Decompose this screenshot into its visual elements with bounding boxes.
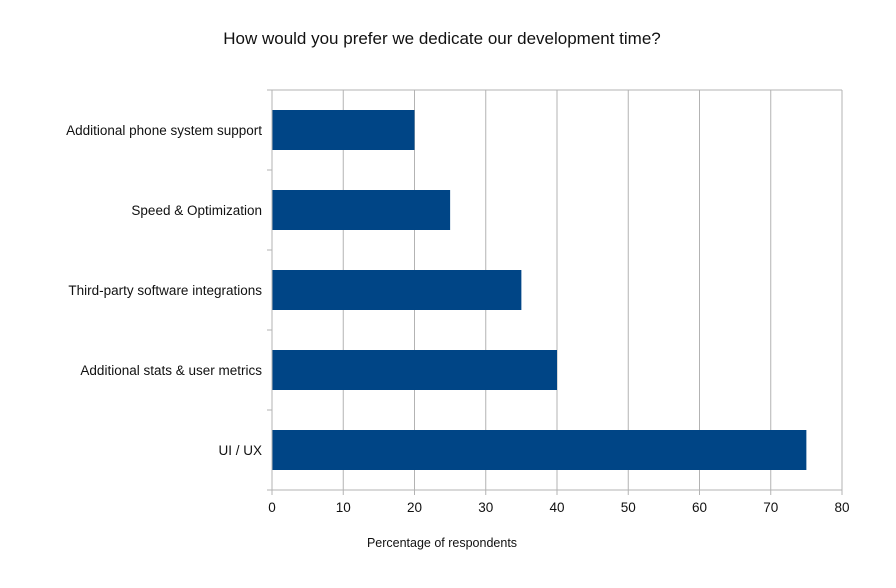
x-tick-label-60: 60 (692, 500, 707, 515)
x-tick-label-70: 70 (763, 500, 778, 515)
labels: Additional phone system support Speed & O… (66, 123, 849, 515)
category-label-4: UI / UX (218, 443, 262, 458)
axes (267, 89, 843, 495)
x-tick-label-40: 40 (549, 500, 564, 515)
x-tick-label-50: 50 (621, 500, 636, 515)
x-tick-label-20: 20 (407, 500, 422, 515)
bar-4 (272, 430, 807, 470)
grid-lines (272, 89, 843, 490)
x-tick-label-10: 10 (336, 500, 351, 515)
chart-title: How would you prefer we dedicate our dev… (223, 29, 661, 48)
bar-1 (272, 190, 451, 230)
bar-0 (272, 110, 415, 150)
bars (272, 110, 807, 470)
category-label-3: Additional stats & user metrics (80, 363, 262, 378)
x-axis-label: Percentage of respondents (367, 536, 517, 550)
category-label-0: Additional phone system support (66, 123, 262, 138)
category-label-1: Speed & Optimization (131, 203, 262, 218)
bar-2 (272, 270, 522, 310)
bar-3 (272, 350, 557, 390)
x-tick-label-80: 80 (834, 500, 849, 515)
x-tick-label-30: 30 (478, 500, 493, 515)
x-tick-label-0: 0 (268, 500, 276, 515)
category-label-2: Third-party software integrations (68, 283, 262, 298)
